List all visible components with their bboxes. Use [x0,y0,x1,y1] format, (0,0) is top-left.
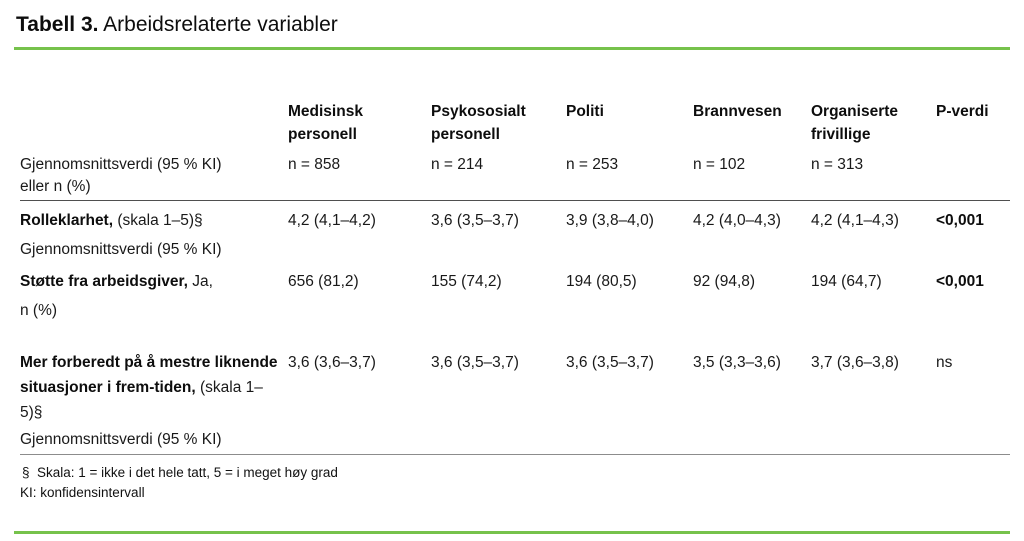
n-count: n = 102 [693,156,746,173]
variables-table: Gjennomsnittsverdi (95 % KI) eller n (%)… [20,100,1010,455]
table-footnotes: § Skala: 1 = ikke i det hele tatt, 5 = i… [20,463,1024,503]
n-count: n = 313 [811,156,864,173]
row-label-cell: Rolleklarhet, (skala 1–5)§ Gjennomsnitts… [20,201,288,263]
row-sub-label: n (%) [20,302,58,319]
p-value-cell: <0,001 [936,273,984,290]
col-header-psykososialt-personell: Psykososialt personell n = 214 [431,100,566,201]
value-cell: 194 (80,5) [566,273,637,290]
table-row-mer-forberedt: Mer forberedt på å mestre liknende situa… [20,345,1010,455]
value-cell: 4,2 (4,1–4,2) [288,212,376,229]
table-header: Gjennomsnittsverdi (95 % KI) eller n (%)… [20,100,1010,201]
table-title-text: Arbeidsrelaterte variabler [98,13,338,36]
n-count: n = 858 [288,156,341,173]
value-cell: 3,6 (3,5–3,7) [566,345,693,455]
value-cell: 3,9 (3,8–4,0) [566,212,654,229]
table-body: Rolleklarhet, (skala 1–5)§ Gjennomsnitts… [20,201,1010,455]
value-cell: 3,7 (3,6–3,8) [811,345,936,455]
table-row-rolleklarhet: Rolleklarhet, (skala 1–5)§ Gjennomsnitts… [20,201,1010,263]
col-header-spacer [20,100,278,154]
n-count: n = 214 [431,156,484,173]
table-number: Tabell 3. [16,13,99,36]
value-cell: 3,5 (3,3–3,6) [693,345,811,455]
value-cell: 3,6 (3,5–3,7) [431,345,566,455]
top-accent-rule [14,47,1010,50]
p-value-cell: ns [936,345,1010,455]
row-label-cell: Mer forberedt på å mestre liknende situa… [20,345,288,455]
value-cell: 656 (81,2) [288,273,359,290]
col-header-medisinsk-personell: Medisinsk personell n = 858 [288,100,431,201]
value-cell: 4,2 (4,0–4,3) [693,212,781,229]
table-title: Tabell 3. Arbeidsrelaterte variabler [16,12,1008,38]
row-sub-label: Gjennomsnittsverdi (95 % KI) [20,241,222,258]
col-header-row-label: Gjennomsnittsverdi (95 % KI) eller n (%) [20,100,288,201]
value-cell: 4,2 (4,1–4,3) [811,212,899,229]
row-sub-label: Gjennomsnittsverdi (95 % KI) [20,431,222,448]
col-header-politi: Politi n = 253 [566,100,693,201]
value-cell: 155 (74,2) [431,273,502,290]
col-header-brannvesen: Brannvesen n = 102 [693,100,811,201]
bottom-accent-rule [14,531,1010,534]
footnote-ki: KI: konfidensintervall [20,485,145,500]
footnote-scale: § Skala: 1 = ikke i det hele tatt, 5 = i… [22,465,338,480]
row-header-label: Gjennomsnittsverdi (95 % KI) eller n (%) [20,156,222,195]
value-cell: 3,6 (3,5–3,7) [431,212,519,229]
row-label-cell: Støtte fra arbeidsgiver, Ja, n (%) [20,262,288,345]
p-value-cell: <0,001 [936,212,984,229]
table-row-stotte-fra-arbeidsgiver: Støtte fra arbeidsgiver, Ja, n (%) 656 (… [20,262,1010,345]
article-table-page: Tabell 3. Arbeidsrelaterte variabler Gje… [0,12,1024,541]
col-header-p-verdi: P-verdi [936,100,1010,201]
n-count: n = 253 [566,156,619,173]
value-cell: 3,6 (3,6–3,7) [288,345,431,455]
value-cell: 194 (64,7) [811,273,882,290]
value-cell: 92 (94,8) [693,273,756,290]
col-header-organiserte-frivillige: Organiserte frivillige n = 313 [811,100,936,201]
